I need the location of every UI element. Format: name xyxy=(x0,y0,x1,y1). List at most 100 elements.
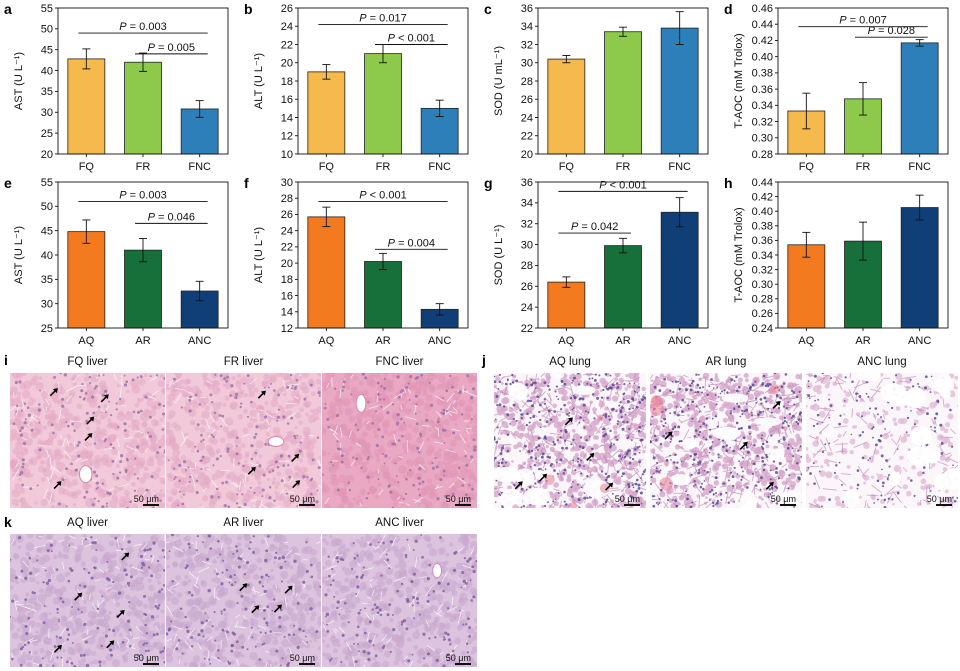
bar-chart-a: a AST (U L⁻¹) 20 25 30 35 40 45 50 55 FQ FR FNC P = 0… xyxy=(4,1,229,173)
y-tick-label: 28 xyxy=(521,76,533,88)
tissue-texture xyxy=(650,373,802,508)
x-tick-label-FNC: FNC xyxy=(908,161,931,173)
y-tick-label: 32 xyxy=(521,219,533,231)
y-tick-label: 26 xyxy=(521,94,533,106)
micrograph-title: FQ liver xyxy=(67,356,108,368)
error-bar-FNC xyxy=(195,100,204,118)
panel-letter-b: b xyxy=(244,1,253,17)
x-tick-label-FQ: FQ xyxy=(559,161,575,173)
y-tick-label: 34 xyxy=(521,198,533,210)
significance-label: P = 0.046 xyxy=(148,211,195,223)
micrograph-lung-aq: 50 μm xyxy=(494,373,646,508)
bar-chart-f: f ALT (U L⁻¹) 12 14 16 18 20 22 24 26 28 30 AQ AR ANC P… xyxy=(244,175,469,347)
micrograph-liver-fq: 50 μm xyxy=(10,373,165,508)
y-tick-label: 14 xyxy=(281,112,293,124)
tissue-texture xyxy=(806,373,958,508)
x-tick-label-AQ: AQ xyxy=(78,335,94,347)
significance-label: P = 0.028 xyxy=(868,25,915,37)
panel-letter-e: e xyxy=(4,175,12,191)
scale-bar xyxy=(624,504,640,506)
scale-bar-label: 50 μm xyxy=(770,494,796,504)
scale-bar xyxy=(780,504,796,506)
micrograph-title: ANC lung xyxy=(857,356,907,368)
scale-bar xyxy=(936,504,952,506)
tissue-texture xyxy=(166,534,321,667)
bar-FR xyxy=(364,53,402,155)
chart-panel-a: a AST (U L⁻¹) 20 25 30 35 40 45 50 55 FQ FR FNC P = 0… xyxy=(0,0,240,177)
y-tick-label: 22 xyxy=(281,39,293,51)
y-tick-label: 24 xyxy=(281,21,293,33)
y-axis-label: ALT (U L⁻¹) xyxy=(253,227,265,283)
x-tick-label-FQ: FQ xyxy=(319,161,335,173)
bar-chart-g: g SOD (U L⁻¹) 22 24 26 28 30 32 34 36 AQ AR ANC P < 0… xyxy=(484,175,709,347)
x-tick-label-ANC: ANC xyxy=(668,335,691,347)
y-tick-label: 24 xyxy=(521,112,533,124)
significance-label: P = 0.007 xyxy=(839,15,886,27)
x-tick-label-AR: AR xyxy=(135,335,150,347)
error-bar-FQ xyxy=(82,48,91,70)
scale-bar-label: 50 μm xyxy=(445,494,471,504)
error-bar-FR xyxy=(139,52,147,72)
y-tick-label: 55 xyxy=(41,3,53,15)
y-tick-label: 25 xyxy=(41,323,53,335)
y-tick-label: 26 xyxy=(281,209,293,221)
panel-letter-i: i xyxy=(4,352,8,368)
arrow-icon xyxy=(251,605,260,614)
significance-label: P < 0.001 xyxy=(359,189,406,201)
y-tick-label: 0.30 xyxy=(752,279,773,291)
bar-chart-e: e AST (U L⁻¹) 25 30 35 40 45 50 55 AQ AR ANC P = 0.0… xyxy=(4,175,229,347)
panel-letter-f: f xyxy=(244,175,249,191)
scale-bar xyxy=(299,663,315,665)
tissue-texture xyxy=(10,534,165,667)
significance-label: P = 0.005 xyxy=(148,42,195,54)
error-bar-AQ xyxy=(82,219,91,244)
y-tick-label: 22 xyxy=(281,242,293,254)
arrow-icon xyxy=(121,552,130,561)
bar-FR xyxy=(604,31,642,155)
y-axis-label: AST (U L⁻¹) xyxy=(13,52,25,110)
chart-panel-d: d T-AOC (mM Trolox) 0.28 0.30 0.32 0.34 0.36 0.… xyxy=(720,0,960,177)
scale-bar-label: 50 μm xyxy=(133,653,159,663)
error-bar-FQ xyxy=(802,92,811,130)
tissue-texture xyxy=(10,373,165,508)
y-tick-label: 0.42 xyxy=(752,35,773,47)
chart-panel-f: f ALT (U L⁻¹) 12 14 16 18 20 22 24 26 28 30 AQ AR ANC P… xyxy=(240,174,480,351)
arrow-icon xyxy=(664,431,673,440)
x-tick-label-FR: FR xyxy=(856,161,871,173)
y-tick-label: 0.32 xyxy=(752,264,773,276)
y-tick-label: 20 xyxy=(281,258,293,270)
panel-letter-j: j xyxy=(482,352,486,368)
error-bar-AR xyxy=(859,221,867,261)
x-tick-label-FR: FR xyxy=(136,161,151,173)
micrograph-liver-fnc: 50 μm xyxy=(322,373,477,508)
y-tick-label: 24 xyxy=(281,225,293,237)
scale-bar-label: 50 μm xyxy=(289,494,315,504)
arrow-icon xyxy=(564,417,573,426)
arrow-icon xyxy=(239,583,248,592)
micrograph-title: AQ liver xyxy=(67,517,108,529)
y-tick-label: 20 xyxy=(41,149,53,161)
arrow-icon xyxy=(100,394,109,403)
error-bar-ANC xyxy=(195,280,204,302)
error-bar-AR xyxy=(139,238,147,263)
y-tick-label: 12 xyxy=(281,131,293,143)
bar-chart-d: d T-AOC (mM Trolox) 0.28 0.30 0.32 0.34 0.36 0.… xyxy=(724,1,949,173)
y-tick-label: 20 xyxy=(521,149,533,161)
panel-letter-a: a xyxy=(4,1,12,17)
error-bar-FR xyxy=(859,82,867,116)
y-tick-label: 0.40 xyxy=(752,206,773,218)
y-tick-label: 34 xyxy=(521,21,533,33)
y-tick-label: 10 xyxy=(281,149,293,161)
arrow-icon xyxy=(74,592,83,601)
arrow-icon xyxy=(116,609,125,618)
scale-bar-label: 50 μm xyxy=(289,653,315,663)
error-bar-AQ xyxy=(802,231,811,258)
significance-label: P = 0.017 xyxy=(359,12,406,24)
error-bar-ANC xyxy=(435,303,444,316)
arrow-icon xyxy=(765,481,774,490)
arrow-icon xyxy=(86,416,95,425)
arrow-icon xyxy=(539,473,548,482)
bar-FQ xyxy=(547,58,586,155)
micrograph-liver-aq: 50 μm xyxy=(10,534,165,667)
arrow-icon xyxy=(739,441,748,450)
